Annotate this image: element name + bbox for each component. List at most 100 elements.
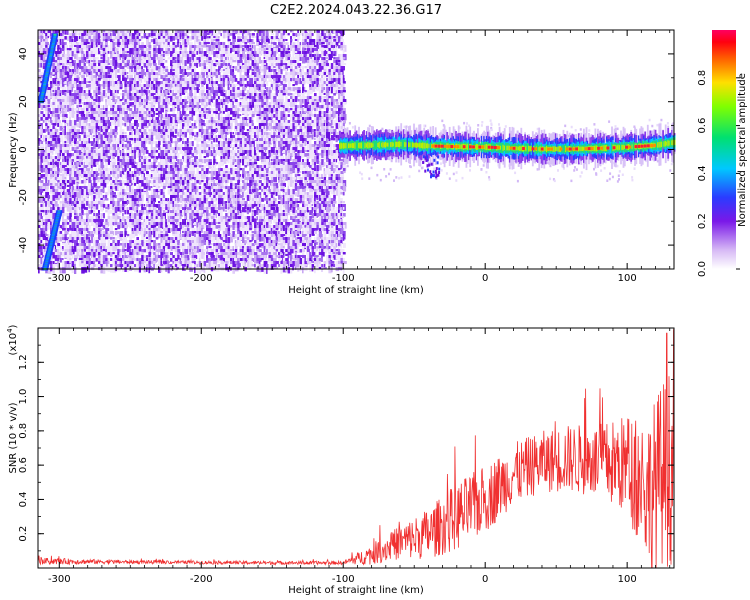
noise-cell [210, 135, 214, 140]
noise-cell [69, 39, 72, 44]
noise-cell [150, 153, 154, 158]
noise-cell [249, 111, 252, 115]
noise-cell [201, 114, 205, 119]
noise-cell [230, 54, 233, 58]
noise-cell [280, 78, 284, 83]
noise-cell [50, 81, 53, 86]
noise-cell [258, 132, 262, 136]
noise-cell [88, 159, 91, 165]
noise-cell [210, 171, 214, 176]
noise-cell [155, 129, 158, 134]
noise-cell [242, 144, 246, 148]
noise-cell [110, 87, 114, 90]
noise-cell [328, 33, 333, 37]
noise-cell [59, 69, 63, 74]
noise-cell [131, 90, 136, 96]
noise-cell [304, 48, 307, 51]
noise-cell [174, 45, 178, 48]
noise-cell [47, 114, 50, 119]
noise-cell [239, 30, 244, 34]
noise-cell [306, 30, 311, 33]
noise-cell [69, 135, 72, 140]
noise-cell [340, 57, 344, 61]
noise-cell [237, 114, 240, 119]
noise-cell [124, 54, 128, 59]
noise-cell [294, 114, 298, 119]
noise-cell [47, 36, 50, 39]
noise-cell [150, 39, 154, 43]
noise-cell [184, 87, 189, 90]
noise-cell [273, 147, 275, 154]
noise-cell [326, 129, 329, 133]
noise-cell [150, 156, 155, 159]
noise-cell [227, 30, 231, 36]
noise-cell [338, 87, 342, 90]
noise-cell [114, 39, 118, 43]
noise-cell [201, 78, 204, 82]
noise-cell [136, 36, 140, 42]
noise-cell [316, 30, 320, 33]
noise-cell [239, 39, 243, 42]
noise-cell [76, 48, 79, 54]
noise-cell [105, 165, 108, 169]
noise-cell [90, 147, 94, 150]
noise-cell [74, 144, 78, 147]
noise-cell [38, 84, 41, 90]
noise-cell [177, 168, 180, 171]
noise-cell [117, 105, 120, 109]
noise-cell [194, 120, 197, 126]
noise-cell [83, 69, 87, 73]
noise-cell [59, 75, 64, 81]
noise-cell [119, 48, 122, 55]
noise-cell [201, 144, 205, 150]
noise-cell [50, 141, 53, 144]
noise-cell [64, 60, 68, 66]
noise-cell [316, 60, 319, 64]
noise-cell [254, 162, 258, 165]
noise-cell [64, 66, 67, 70]
noise-cell [287, 66, 291, 68]
noise-cell [38, 57, 40, 61]
noise-cell [59, 135, 64, 142]
noise-cell [220, 156, 223, 160]
noise-cell [261, 132, 263, 138]
noise-cell [170, 78, 173, 80]
noise-cell [136, 81, 140, 85]
noise-cell [186, 72, 190, 76]
noise-cell [177, 108, 181, 114]
noise-cell [59, 45, 63, 48]
noise-cell [107, 168, 111, 171]
noise-cell [237, 132, 241, 136]
noise-cell [338, 108, 341, 114]
noise-cell [208, 72, 212, 77]
noise-cell [105, 72, 108, 79]
noise-cell [316, 159, 320, 164]
noise-cell [62, 99, 66, 105]
noise-cell [141, 57, 144, 60]
noise-cell [282, 54, 285, 58]
noise-cell [275, 150, 280, 155]
noise-cell [102, 42, 105, 48]
noise-cell [110, 138, 114, 141]
noise-cell [100, 138, 104, 145]
noise-cell [335, 36, 338, 43]
noise-cell [242, 66, 246, 72]
noise-cell [54, 129, 59, 135]
noise-cell [78, 87, 83, 92]
noise-cell [251, 96, 255, 103]
noise-cell [237, 90, 242, 95]
noise-cell [302, 93, 305, 98]
noise-cell [74, 39, 77, 44]
noise-cell [273, 30, 276, 33]
noise-cell [57, 102, 60, 106]
noise-cell [90, 48, 95, 54]
noise-cell [246, 75, 250, 79]
noise-cell [225, 132, 229, 135]
noise-cell [225, 168, 229, 172]
noise-cell [71, 135, 74, 139]
noise-cell [232, 72, 235, 78]
noise-cell [141, 120, 144, 123]
noise-cell [220, 147, 224, 153]
noise-cell [330, 66, 334, 71]
noise-cell [160, 171, 162, 177]
